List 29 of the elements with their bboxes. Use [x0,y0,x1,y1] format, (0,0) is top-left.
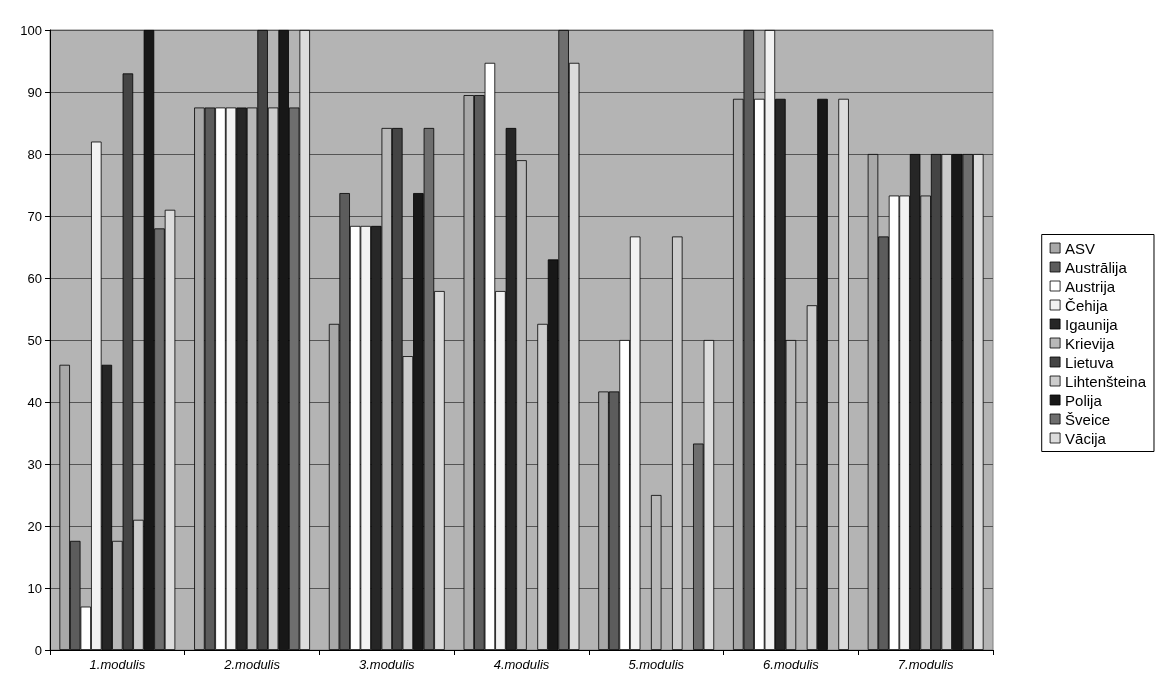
y-tick-label: 70 [27,208,42,224]
y-tick-label: 80 [27,146,42,162]
legend-label: ASV [1065,239,1096,257]
x-tick-label: 5.modulis [628,657,685,672]
legend-label: Austrija [1065,277,1116,295]
x-tick-label: 4.modulis [493,657,550,672]
y-tick-label: 60 [27,270,42,286]
x-tick-label: 2.modulis [223,657,281,672]
y-tick-label: 30 [27,456,42,472]
y-tick-label: 0 [34,642,42,658]
y-tick-label: 50 [27,332,42,348]
x-tick-label: 1.modulis [89,657,146,672]
x-tick-label: 3.modulis [358,657,416,672]
y-tick-label: 40 [27,394,42,410]
y-tick-label: 20 [27,518,42,534]
y-tick-label: 10 [27,580,42,596]
legend-label: Krievija [1065,334,1115,352]
legend-label: Šveice [1065,410,1111,428]
x-tick-label: 7.modulis [897,657,954,672]
legend-label: Austrālija [1065,258,1128,276]
legend-label: Vācija [1065,429,1107,447]
y-tick-label: 90 [27,84,42,100]
x-tick-label: 6.modulis [763,657,820,672]
legend-label: Čehija [1065,296,1109,314]
legend-label: Igaunija [1065,315,1119,333]
legend-label: Lietuva [1065,353,1115,371]
y-tick-label: 100 [20,22,42,38]
legend-label: Polija [1065,391,1103,409]
legend-label: Lihtenšteina [1065,372,1147,390]
